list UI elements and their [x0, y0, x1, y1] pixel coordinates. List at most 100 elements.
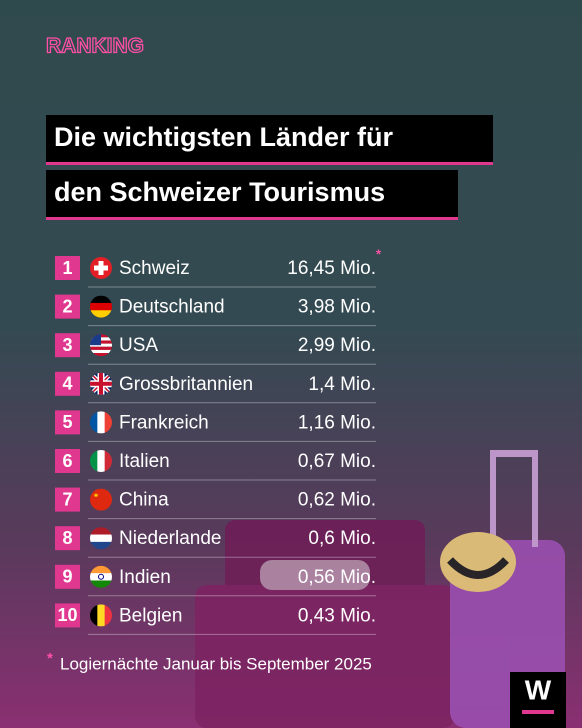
- flag-part: [90, 411, 98, 434]
- flag-part: [90, 541, 112, 550]
- country: Belgien: [119, 605, 182, 626]
- logo: W: [525, 674, 552, 705]
- title-box: [46, 170, 458, 220]
- flag-part: [90, 334, 101, 346]
- section-label: RANKING: [46, 35, 144, 58]
- flag-part: [93, 492, 99, 498]
- flag: [90, 295, 112, 318]
- country: Grossbritannien: [119, 374, 253, 395]
- flag-part: [90, 580, 112, 588]
- value: 0,62 Mio.: [298, 490, 376, 511]
- value: 2,99 Mio.: [298, 335, 376, 356]
- flag-part: [90, 310, 112, 318]
- footnote-marker: *: [376, 246, 382, 261]
- country: Schweiz: [119, 258, 190, 279]
- rank-badge: [55, 333, 80, 358]
- flag: [90, 334, 112, 357]
- flag-part: [104, 411, 112, 434]
- flag-part: [90, 450, 98, 472]
- rank: 6: [62, 451, 72, 471]
- title: Die wichtigsten Länder für: [54, 122, 394, 152]
- flag-part: [104, 604, 112, 627]
- flag-part: [97, 604, 105, 627]
- flag-part: [90, 353, 112, 357]
- decoration: [195, 450, 565, 728]
- country: Indien: [119, 567, 171, 588]
- rank: 10: [57, 605, 77, 625]
- country: Niederlande: [119, 528, 221, 549]
- flag-part: [97, 411, 105, 434]
- flag-part: [90, 573, 112, 581]
- country: Frankreich: [119, 412, 209, 433]
- rank-badge: [55, 487, 80, 512]
- title-underline: [46, 162, 493, 165]
- rank-badge: [55, 564, 80, 589]
- flag: [90, 488, 112, 511]
- rank: 2: [62, 296, 72, 316]
- rank-badge: [55, 526, 80, 551]
- country: USA: [119, 335, 158, 356]
- value: 0,6 Mio.: [308, 528, 376, 549]
- flag-part: [90, 349, 112, 354]
- title-underline: [46, 217, 458, 220]
- flag-part: [90, 527, 112, 535]
- flag: [90, 257, 112, 279]
- value: 1,16 Mio.: [298, 412, 376, 433]
- value: 16,45 Mio.: [287, 258, 376, 279]
- value: 0,67 Mio.: [298, 451, 376, 472]
- flag-part: [104, 450, 112, 472]
- ranking-table: 1 Schweiz 16,45 Mio.* 2 Deutschland 3,98 Mio.…: [55, 246, 382, 635]
- flag: [90, 527, 112, 550]
- value: 0,43 Mio.: [298, 605, 376, 626]
- flag-part: [98, 573, 104, 580]
- flag: [90, 372, 112, 395]
- table-row: 7 China 0,62 Mio.: [55, 487, 376, 520]
- table-row: 3 USA 2,99 Mio.: [55, 333, 376, 365]
- logo-underline: [522, 710, 554, 714]
- rank-badge: [55, 256, 80, 280]
- value: 3,98 Mio.: [298, 297, 376, 318]
- flag-part: [90, 565, 112, 574]
- table-row: 9 Indien 0,56 Mio.: [55, 564, 376, 597]
- value: 0,56 Mio.: [298, 567, 376, 588]
- footnote-marker: *: [47, 650, 53, 667]
- table-row: 5 Frankreich 1,16 Mio.: [55, 410, 376, 442]
- rank: 4: [62, 374, 72, 394]
- rank-badge: [55, 449, 80, 473]
- flag-part: [90, 604, 98, 627]
- rank: 3: [62, 335, 72, 355]
- flag-part: [99, 372, 103, 395]
- table-row: 6 Italien 0,67 Mio.: [55, 449, 376, 481]
- rank: 8: [62, 528, 72, 548]
- flag: [90, 450, 112, 472]
- value: 1,4 Mio.: [308, 374, 376, 395]
- flag-part: [90, 346, 112, 350]
- table-row: 4 Grossbritannien 1,4 Mio.: [55, 371, 376, 404]
- table-row: 2 Deutschland 3,98 Mio.: [55, 294, 376, 327]
- rank: 7: [62, 489, 72, 509]
- flag-part: [90, 534, 112, 543]
- rank: 5: [62, 412, 72, 432]
- country: Italien: [119, 451, 170, 472]
- country: Deutschland: [119, 297, 225, 318]
- flag-part: [90, 302, 112, 311]
- title-box: [46, 115, 493, 165]
- rank-badge: [55, 603, 80, 628]
- flag: [90, 604, 112, 627]
- flag: [90, 565, 112, 588]
- table-row: 8 Niederlande 0,6 Mio.: [55, 526, 376, 558]
- footnote: Logiernächte Januar bis September 2025: [60, 654, 372, 673]
- country: China: [119, 490, 169, 511]
- rank-badge: [55, 410, 80, 435]
- title: den Schweizer Tourismus: [54, 177, 385, 207]
- rank: 1: [62, 258, 72, 278]
- table-row: 1 Schweiz 16,45 Mio.*: [55, 246, 382, 288]
- rank-badge: [55, 371, 80, 396]
- rank: 9: [62, 567, 72, 587]
- table-row: 10 Belgien 0,43 Mio.: [55, 603, 376, 635]
- flag-part: [97, 450, 105, 472]
- logo-box: [510, 672, 566, 728]
- flag-part: [94, 265, 108, 271]
